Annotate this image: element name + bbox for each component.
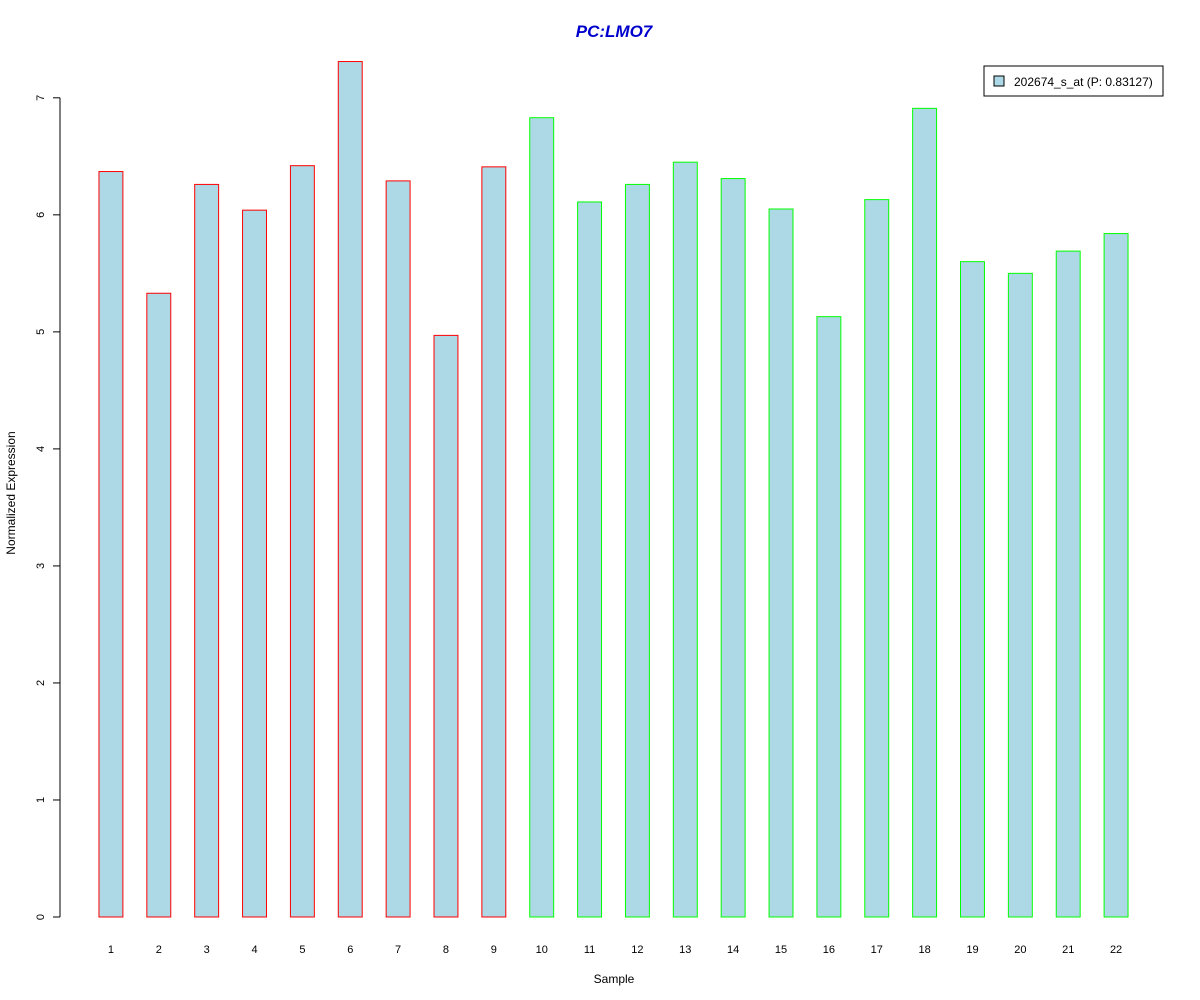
x-tick-label: 19 [966, 944, 978, 956]
x-tick-label: 21 [1062, 944, 1074, 956]
bar-sample-3 [194, 183, 220, 918]
x-tick-label: 5 [299, 944, 305, 956]
y-tick-label: 1 [35, 797, 47, 803]
x-tick-label: 6 [347, 944, 353, 956]
x-tick-label: 9 [491, 944, 497, 956]
x-tick-label: 1 [108, 944, 114, 956]
bar-sample-5 [289, 165, 315, 918]
chart-title: PC:LMO7 [576, 22, 654, 41]
x-tick-label: 4 [251, 944, 257, 956]
y-tick-label: 2 [35, 680, 47, 686]
bars-group [98, 61, 1129, 918]
x-tick-label: 18 [918, 944, 930, 956]
x-tick-label: 12 [631, 944, 643, 956]
bar-sample-4 [242, 209, 267, 918]
x-axis-label: Sample [594, 972, 635, 986]
bar-sample-22 [1103, 233, 1129, 918]
x-tick-label: 20 [1014, 944, 1026, 956]
bar-sample-1 [98, 171, 124, 918]
bar-sample-17 [864, 199, 890, 918]
bar-sample-7 [385, 180, 411, 918]
x-tick-label: 10 [536, 944, 548, 956]
legend: 202674_s_at (P: 0.83127) [983, 65, 1164, 97]
legend-swatch [993, 75, 1005, 87]
bar-sample-2 [146, 292, 172, 918]
bar-sample-15 [768, 208, 794, 918]
x-tick-label: 13 [679, 944, 691, 956]
y-tick-label: 7 [35, 95, 47, 101]
y-axis: 0 1 2 3 4 5 6 7 [35, 95, 61, 920]
bar-sample-16 [816, 316, 842, 918]
x-tick-label: 16 [823, 944, 835, 956]
x-tick-label: 2 [156, 944, 162, 956]
y-tick-label: 4 [35, 446, 47, 452]
bar-sample-21 [1055, 250, 1081, 918]
x-tick-label: 8 [443, 944, 449, 956]
y-tick-label: 5 [35, 329, 47, 335]
x-tick-label: 17 [871, 944, 883, 956]
legend-box [983, 65, 1164, 97]
bar-sample-12 [624, 183, 650, 918]
bar-sample-19 [960, 261, 985, 918]
bar-sample-14 [720, 178, 746, 918]
x-tick-label: 15 [775, 944, 787, 956]
legend-label: 202674_s_at (P: 0.83127) [1014, 75, 1153, 89]
x-tick-label: 3 [204, 944, 210, 956]
y-tick-label: 3 [35, 563, 47, 569]
x-tick-label: 14 [727, 944, 739, 956]
y-tick-label: 0 [35, 914, 47, 920]
bar-sample-9 [481, 166, 507, 918]
x-tick-label: 11 [584, 944, 595, 956]
x-axis-tick-labels: 1 2 3 4 5 6 7 8 9 10 11 12 13 14 15 16 17 18 19 20 21 22 [108, 944, 1122, 956]
y-axis-label: Normalized Expression [4, 431, 18, 554]
bar-sample-8 [433, 334, 459, 918]
y-tick-label: 6 [35, 212, 47, 218]
bar-sample-11 [577, 201, 603, 918]
x-tick-label: 7 [395, 944, 401, 956]
x-tick-label: 22 [1110, 944, 1122, 956]
bar-sample-6 [337, 61, 363, 918]
bar-sample-18 [912, 107, 938, 918]
bar-sample-20 [1007, 272, 1033, 918]
bar-sample-13 [672, 161, 698, 918]
bar-sample-10 [529, 117, 555, 918]
